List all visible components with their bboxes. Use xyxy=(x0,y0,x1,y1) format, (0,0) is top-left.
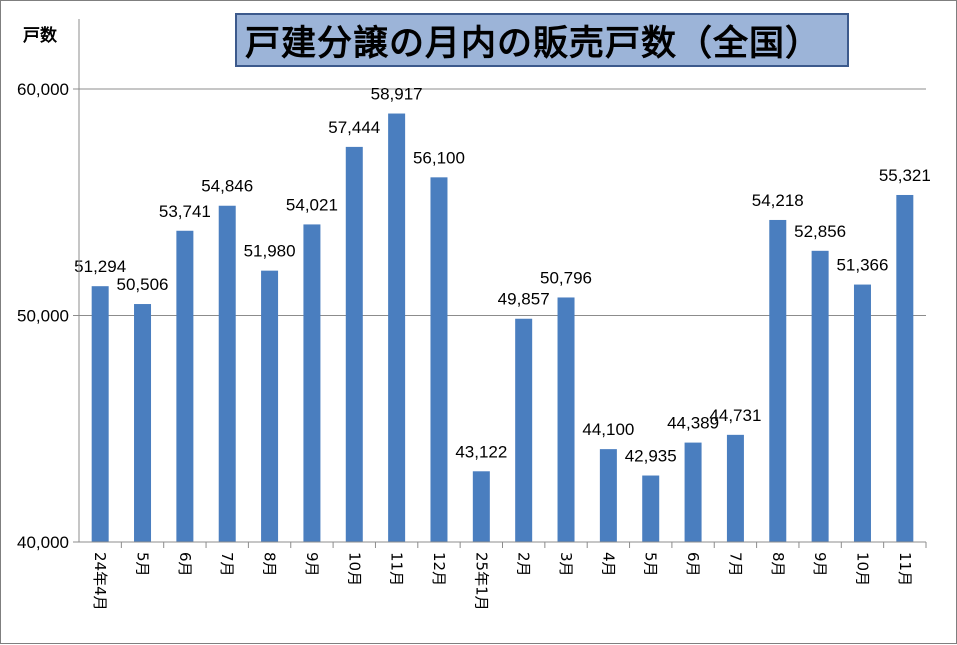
data-label: 44,389 xyxy=(667,414,719,433)
bar xyxy=(176,230,194,542)
x-tick-label: 8月 xyxy=(261,552,279,577)
y-tick-label: 40,000 xyxy=(17,533,69,552)
data-label: 53,741 xyxy=(159,202,211,221)
bar xyxy=(599,449,617,542)
x-tick-label: 9月 xyxy=(303,552,321,577)
bar xyxy=(388,113,406,542)
y-axis-label: 戸数 xyxy=(23,26,57,46)
chart-title: 戸建分譲の月内の販売戸数（全国） xyxy=(235,13,849,67)
bar xyxy=(557,297,575,542)
bar xyxy=(134,304,152,542)
data-label: 57,444 xyxy=(328,118,380,137)
bar xyxy=(642,475,660,542)
x-tick-label: 12月 xyxy=(430,552,448,586)
bar xyxy=(853,284,871,542)
y-tick-label: 50,000 xyxy=(17,307,69,326)
data-label: 54,218 xyxy=(752,191,804,210)
y-tick-label: 60,000 xyxy=(17,80,69,99)
data-label: 49,857 xyxy=(498,290,550,309)
data-label: 51,294 xyxy=(74,257,126,276)
x-tick-label: 8月 xyxy=(769,552,787,577)
bar xyxy=(345,146,363,542)
x-tick-label: 10月 xyxy=(853,552,871,586)
data-label: 42,935 xyxy=(625,447,677,466)
data-label: 50,506 xyxy=(117,275,169,294)
x-tick-label: 10月 xyxy=(345,552,363,586)
x-tick-label: 7月 xyxy=(726,552,744,577)
bar xyxy=(726,434,744,542)
data-label: 54,846 xyxy=(201,177,253,196)
x-tick-label: 11月 xyxy=(388,552,406,586)
bar xyxy=(515,318,533,542)
x-tick-label: 5月 xyxy=(134,552,152,577)
bar xyxy=(896,194,914,542)
x-tick-label: 6月 xyxy=(176,552,194,577)
data-label: 50,796 xyxy=(540,268,592,287)
data-label: 56,100 xyxy=(413,148,465,167)
data-label: 52,856 xyxy=(794,222,846,241)
bar xyxy=(218,205,236,542)
x-tick-label: 5月 xyxy=(642,552,660,577)
x-tick-label: 11月 xyxy=(896,552,914,586)
x-tick-label: 7月 xyxy=(218,552,236,577)
data-label: 51,366 xyxy=(836,256,888,275)
bar xyxy=(811,250,829,543)
bar xyxy=(769,219,787,543)
data-label: 58,917 xyxy=(371,85,423,104)
x-tick-label: 3月 xyxy=(557,552,575,577)
bar xyxy=(303,224,321,542)
x-tick-label: 24年4月 xyxy=(91,552,109,611)
bar xyxy=(430,177,448,542)
x-tick-label: 4月 xyxy=(599,552,617,577)
bar xyxy=(91,286,109,542)
data-label: 43,122 xyxy=(455,442,507,461)
data-label: 44,731 xyxy=(709,406,761,425)
bar xyxy=(472,471,490,542)
x-tick-label: 2月 xyxy=(515,552,533,577)
x-tick-label: 6月 xyxy=(684,552,702,577)
data-label: 54,021 xyxy=(286,195,338,214)
bar xyxy=(684,442,702,542)
bar xyxy=(261,270,279,542)
data-label: 44,100 xyxy=(582,420,634,439)
x-tick-label: 9月 xyxy=(811,552,829,577)
data-label: 51,980 xyxy=(244,242,296,261)
data-label: 55,321 xyxy=(879,166,931,185)
x-tick-label: 25年1月 xyxy=(472,552,490,611)
